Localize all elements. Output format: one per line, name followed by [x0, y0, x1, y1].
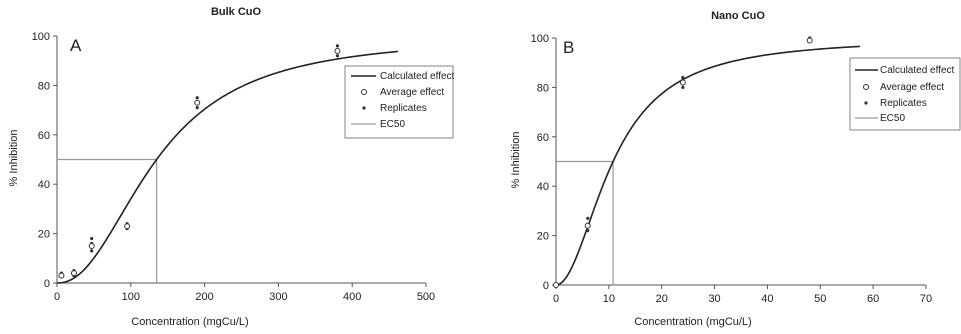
legend-marker-replicates	[362, 106, 366, 110]
y-tick-label: 100	[32, 31, 50, 43]
chart-panel-nano: Nano CuO B Concentration (mgCu/L) % Inhi…	[510, 10, 961, 328]
replicate-point	[681, 75, 685, 80]
replicate-point	[90, 236, 94, 241]
x-tick-label: 500	[417, 291, 435, 303]
y-axis-label: % Inhibition	[510, 132, 522, 189]
x-tick-label: 20	[656, 293, 668, 305]
average-effect-point	[679, 79, 686, 86]
replicate-point	[195, 106, 199, 110]
x-tick-label: 400	[343, 291, 361, 303]
legend-marker-average	[361, 89, 367, 95]
legend-label-ec50: EC50	[380, 119, 405, 130]
average-effect-point	[806, 37, 813, 44]
chart-title: Nano CuO	[711, 10, 765, 22]
y-axis-label: % Inhibition	[8, 130, 20, 187]
x-tick-label: 30	[708, 293, 720, 305]
x-axis-label: Concentration (mgCu/L)	[634, 316, 751, 328]
average-effect-point	[58, 272, 65, 279]
legend-label-average: Average effect	[380, 87, 444, 98]
average-effect-point	[70, 270, 77, 277]
chart-title: Bulk CuO	[211, 6, 262, 18]
legend-label-calculated: Calculated effect	[380, 71, 455, 82]
y-tick-label: 20	[537, 231, 549, 243]
average-effect-point	[194, 99, 201, 106]
y-tick-label: 100	[531, 33, 549, 45]
ec50-line	[57, 158, 158, 283]
replicate-point	[90, 249, 94, 253]
y-tick-label: 80	[38, 80, 50, 92]
legend-label-ec50: EC50	[880, 113, 905, 124]
x-tick-label: 10	[603, 293, 615, 305]
replicate-point	[681, 85, 685, 89]
replicate-point	[586, 216, 590, 220]
replicate-point	[335, 54, 340, 58]
calculated-effect-curve	[56, 50, 399, 284]
y-tick-label: 40	[38, 179, 50, 191]
replicate-point	[586, 229, 590, 233]
legend-label-average: Average effect	[880, 82, 944, 93]
panel-label: B	[563, 38, 574, 57]
y-tick-label: 40	[537, 181, 549, 193]
calculated-effect-curve	[555, 45, 860, 286]
y-tick-label: 60	[38, 130, 50, 142]
x-tick-label: 50	[814, 293, 826, 305]
x-tick-label: 200	[195, 291, 213, 303]
legend-label-calculated: Calculated effect	[880, 65, 955, 76]
average-effect-point	[584, 222, 591, 229]
replicate-point	[195, 96, 199, 100]
x-axis-label: Concentration (mgCu/L)	[131, 316, 248, 328]
plot-area: 0 20 40 60 80 100 0 100 200 300 400 500	[32, 31, 436, 303]
y-tick-label: 0	[543, 280, 549, 292]
y-tick-label: 80	[537, 82, 549, 94]
legend-marker-average	[863, 84, 869, 90]
y-tick-label: 20	[38, 229, 50, 241]
panel-label: A	[70, 36, 82, 55]
average-effect-point	[553, 282, 559, 288]
legend-marker-replicates	[864, 101, 868, 105]
legend: Calculated effect Average effect Replica…	[344, 65, 455, 139]
legend-box	[344, 65, 454, 139]
plot-area: 0 20 40 60 80 100 0 10 20 30 40 50 60 70	[531, 33, 932, 305]
average-effect-point	[88, 242, 95, 249]
x-tick-label: 300	[269, 291, 287, 303]
replicate-point	[335, 44, 340, 48]
x-tick-label: 70	[920, 293, 932, 305]
legend: Calculated effect Average effect Replica…	[849, 57, 961, 131]
y-tick-label: 60	[537, 132, 549, 144]
legend-label-replicates: Replicates	[880, 98, 927, 109]
average-effect-point	[124, 223, 131, 230]
x-tick-label: 40	[761, 293, 773, 305]
x-tick-label: 100	[122, 291, 140, 303]
average-effect-point	[334, 47, 341, 54]
x-tick-label: 0	[553, 293, 559, 305]
x-tick-label: 60	[867, 293, 879, 305]
x-tick-label: 0	[54, 291, 60, 303]
chart-panel-bulk: Bulk CuO A Concentration (mgCu/L) % Inhi…	[8, 6, 455, 328]
y-tick-label: 0	[44, 278, 50, 290]
legend-label-replicates: Replicates	[380, 103, 427, 114]
